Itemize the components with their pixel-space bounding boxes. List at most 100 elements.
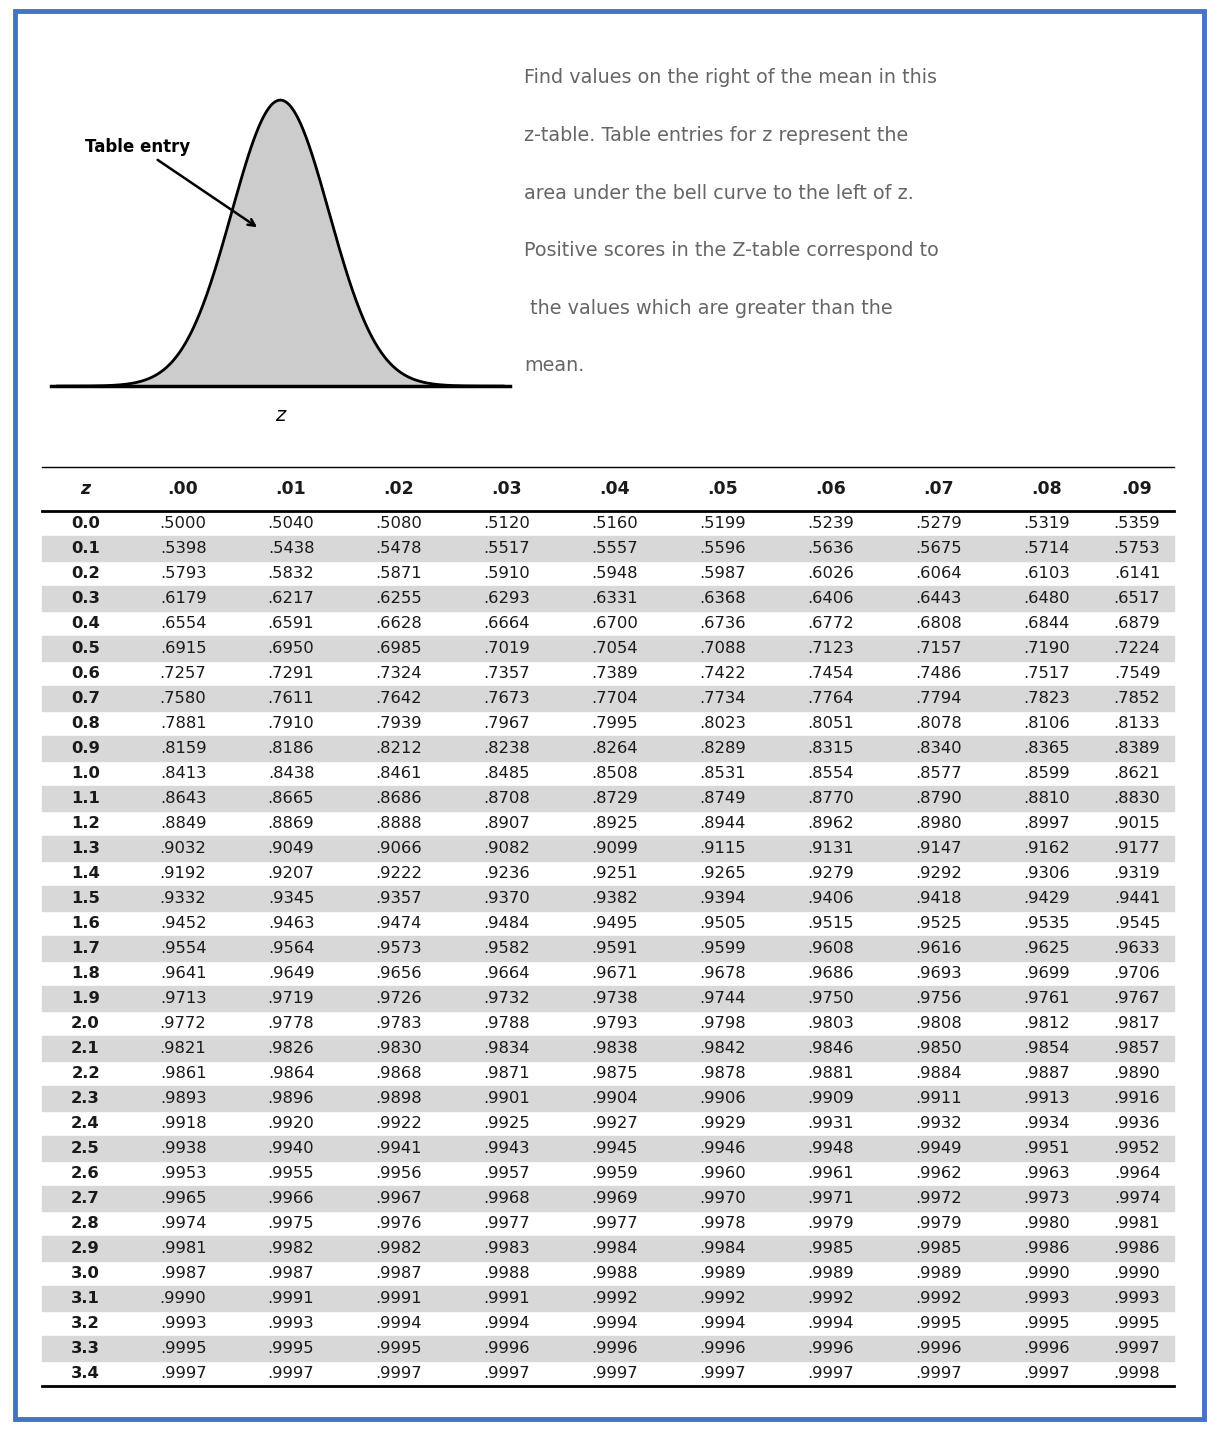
Text: .8980: .8980 bbox=[915, 817, 962, 831]
Text: .9977: .9977 bbox=[591, 1217, 638, 1231]
Text: .9608: .9608 bbox=[807, 941, 855, 957]
Text: .9997: .9997 bbox=[700, 1367, 746, 1381]
Text: 3.2: 3.2 bbox=[71, 1317, 100, 1331]
Text: .9678: .9678 bbox=[700, 967, 746, 981]
Text: .8925: .8925 bbox=[591, 817, 639, 831]
Text: 2.2: 2.2 bbox=[71, 1067, 100, 1081]
Text: .9997: .9997 bbox=[1023, 1367, 1070, 1381]
Text: .9997: .9997 bbox=[915, 1367, 962, 1381]
Text: .7549: .7549 bbox=[1114, 666, 1160, 681]
Text: .9893: .9893 bbox=[160, 1091, 206, 1107]
Text: 0.4: 0.4 bbox=[71, 616, 100, 631]
Text: .9319: .9319 bbox=[1114, 867, 1160, 881]
Text: .9996: .9996 bbox=[807, 1341, 855, 1357]
Text: .8729: .8729 bbox=[591, 791, 639, 807]
Text: .9878: .9878 bbox=[700, 1067, 746, 1081]
Text: .8708: .8708 bbox=[484, 791, 530, 807]
Text: .5398: .5398 bbox=[160, 541, 206, 556]
Text: .9744: .9744 bbox=[700, 991, 746, 1007]
Text: .9616: .9616 bbox=[915, 941, 962, 957]
Text: .9693: .9693 bbox=[915, 967, 962, 981]
Text: .9898: .9898 bbox=[375, 1091, 422, 1107]
Text: .9932: .9932 bbox=[915, 1117, 962, 1131]
Text: .7454: .7454 bbox=[807, 666, 853, 681]
Text: .7734: .7734 bbox=[700, 691, 746, 706]
Bar bbox=[43, 1087, 1174, 1111]
Text: .9147: .9147 bbox=[915, 841, 962, 857]
Text: .5832: .5832 bbox=[268, 566, 315, 581]
Text: .7967: .7967 bbox=[484, 716, 530, 731]
Text: .04: .04 bbox=[600, 480, 630, 498]
Text: .5199: .5199 bbox=[700, 516, 746, 531]
Text: .9979: .9979 bbox=[915, 1217, 962, 1231]
Bar bbox=[43, 1137, 1174, 1161]
Text: .9633: .9633 bbox=[1114, 941, 1160, 957]
Text: .06: .06 bbox=[816, 480, 846, 498]
Text: .9515: .9515 bbox=[807, 917, 855, 931]
Text: area under the bell curve to the left of z.: area under the bell curve to the left of… bbox=[524, 183, 914, 203]
Text: .9890: .9890 bbox=[1114, 1067, 1160, 1081]
Text: .9996: .9996 bbox=[591, 1341, 638, 1357]
Text: 0.2: 0.2 bbox=[71, 566, 100, 581]
Text: .9131: .9131 bbox=[807, 841, 855, 857]
Text: .9990: .9990 bbox=[1114, 1267, 1160, 1281]
Text: .9772: .9772 bbox=[160, 1017, 206, 1031]
Text: .9969: .9969 bbox=[591, 1191, 638, 1207]
Text: .9474: .9474 bbox=[375, 917, 422, 931]
Text: .9192: .9192 bbox=[160, 867, 206, 881]
Text: .9236: .9236 bbox=[484, 867, 530, 881]
Text: .9977: .9977 bbox=[484, 1217, 530, 1231]
Text: .9997: .9997 bbox=[1114, 1341, 1160, 1357]
Text: .9997: .9997 bbox=[484, 1367, 530, 1381]
Text: .5239: .5239 bbox=[807, 516, 855, 531]
Text: .9838: .9838 bbox=[591, 1041, 638, 1057]
Text: .9998: .9998 bbox=[1114, 1367, 1160, 1381]
Text: .9842: .9842 bbox=[700, 1041, 746, 1057]
Text: .8461: .8461 bbox=[375, 766, 422, 781]
Text: .9750: .9750 bbox=[807, 991, 855, 1007]
Text: .9990: .9990 bbox=[160, 1291, 206, 1307]
Text: .9913: .9913 bbox=[1023, 1091, 1070, 1107]
Text: .7881: .7881 bbox=[160, 716, 206, 731]
Text: .9994: .9994 bbox=[591, 1317, 638, 1331]
Text: .6480: .6480 bbox=[1023, 591, 1070, 606]
Text: .7673: .7673 bbox=[484, 691, 530, 706]
Bar bbox=[43, 636, 1174, 661]
Text: .7157: .7157 bbox=[915, 641, 962, 656]
Text: .9625: .9625 bbox=[1023, 941, 1070, 957]
Text: .9996: .9996 bbox=[1023, 1341, 1070, 1357]
Text: .5948: .5948 bbox=[591, 566, 638, 581]
Text: .9495: .9495 bbox=[591, 917, 638, 931]
Text: .5636: .5636 bbox=[807, 541, 855, 556]
Bar bbox=[43, 1237, 1174, 1261]
Text: Table entry: Table entry bbox=[85, 137, 255, 226]
Text: .8186: .8186 bbox=[268, 741, 315, 756]
Text: .9992: .9992 bbox=[807, 1291, 855, 1307]
Text: .9370: .9370 bbox=[484, 891, 530, 907]
Text: 1.8: 1.8 bbox=[71, 967, 100, 981]
Text: .9956: .9956 bbox=[375, 1167, 422, 1181]
Text: .5675: .5675 bbox=[915, 541, 962, 556]
Text: 0.5: 0.5 bbox=[71, 641, 100, 656]
Text: .9788: .9788 bbox=[484, 1017, 530, 1031]
Text: .8665: .8665 bbox=[268, 791, 315, 807]
Text: .9986: .9986 bbox=[1114, 1241, 1160, 1257]
Text: 0.7: 0.7 bbox=[71, 691, 100, 706]
Text: .9394: .9394 bbox=[700, 891, 746, 907]
Text: .9974: .9974 bbox=[160, 1217, 206, 1231]
Text: .9978: .9978 bbox=[700, 1217, 746, 1231]
Text: .8830: .8830 bbox=[1114, 791, 1160, 807]
Text: .9931: .9931 bbox=[807, 1117, 855, 1131]
Text: .9988: .9988 bbox=[591, 1267, 638, 1281]
Text: 1.6: 1.6 bbox=[71, 917, 100, 931]
Text: .9821: .9821 bbox=[160, 1041, 206, 1057]
Text: .9545: .9545 bbox=[1114, 917, 1160, 931]
Text: .8413: .8413 bbox=[160, 766, 206, 781]
Text: .8315: .8315 bbox=[807, 741, 855, 756]
Text: .9970: .9970 bbox=[700, 1191, 746, 1207]
Text: .9756: .9756 bbox=[915, 991, 962, 1007]
Text: .9985: .9985 bbox=[915, 1241, 962, 1257]
Text: .9948: .9948 bbox=[807, 1141, 853, 1157]
Text: .9082: .9082 bbox=[484, 841, 530, 857]
Text: .9989: .9989 bbox=[807, 1267, 855, 1281]
